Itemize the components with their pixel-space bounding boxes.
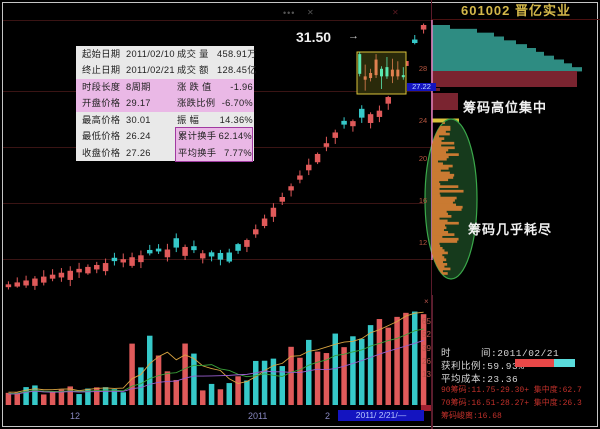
- svg-text:20: 20: [419, 154, 427, 163]
- svg-text:24: 24: [419, 116, 427, 125]
- svg-text:16: 16: [419, 196, 427, 205]
- svg-text:28: 28: [419, 64, 427, 73]
- svg-text:12: 12: [419, 238, 427, 247]
